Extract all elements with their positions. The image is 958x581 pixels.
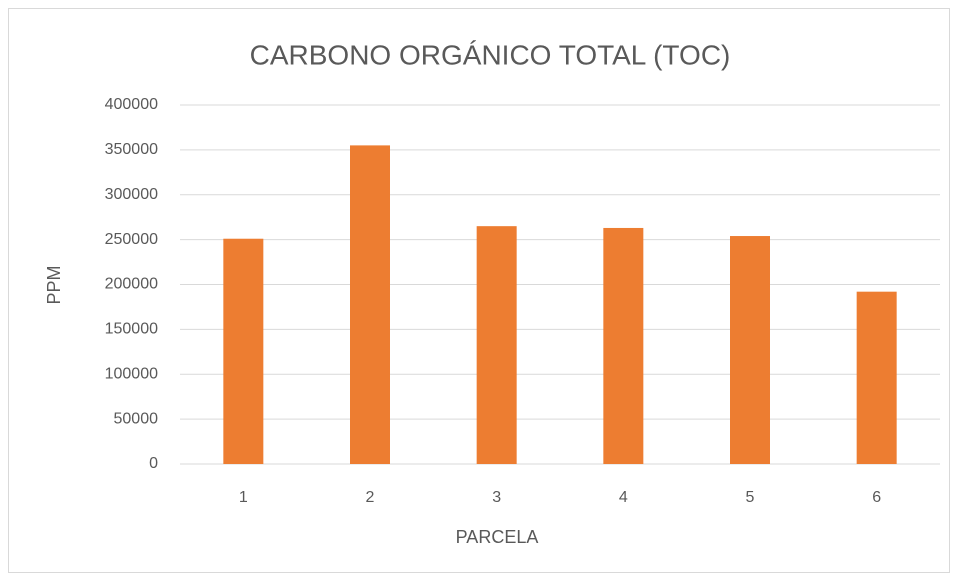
chart-title: CARBONO ORGÁNICO TOTAL (TOC) [250, 39, 731, 70]
y-tick-label: 50000 [114, 410, 159, 427]
bar [730, 236, 770, 464]
x-tick-label: 1 [239, 489, 248, 506]
bar [350, 145, 390, 464]
y-tick-label: 150000 [105, 321, 158, 338]
y-tick-label: 200000 [105, 276, 158, 293]
x-tick-label: 6 [872, 489, 881, 506]
y-tick-label: 350000 [105, 141, 158, 158]
x-axis-title: PARCELA [456, 527, 539, 547]
y-tick-label: 250000 [105, 231, 158, 248]
x-tick-label: 4 [619, 489, 628, 506]
y-axis-title: PPM [44, 265, 64, 304]
y-tick-label: 100000 [105, 365, 158, 382]
bar [476, 226, 517, 464]
y-tick-label: 0 [149, 455, 158, 472]
x-tick-label: 3 [492, 489, 501, 506]
x-tick-label: 5 [746, 489, 755, 506]
bar [603, 227, 644, 464]
y-tick-label: 300000 [105, 186, 158, 203]
bar [223, 238, 264, 464]
bar [856, 291, 897, 464]
y-tick-label: 400000 [105, 96, 158, 113]
x-tick-label: 2 [366, 489, 375, 506]
